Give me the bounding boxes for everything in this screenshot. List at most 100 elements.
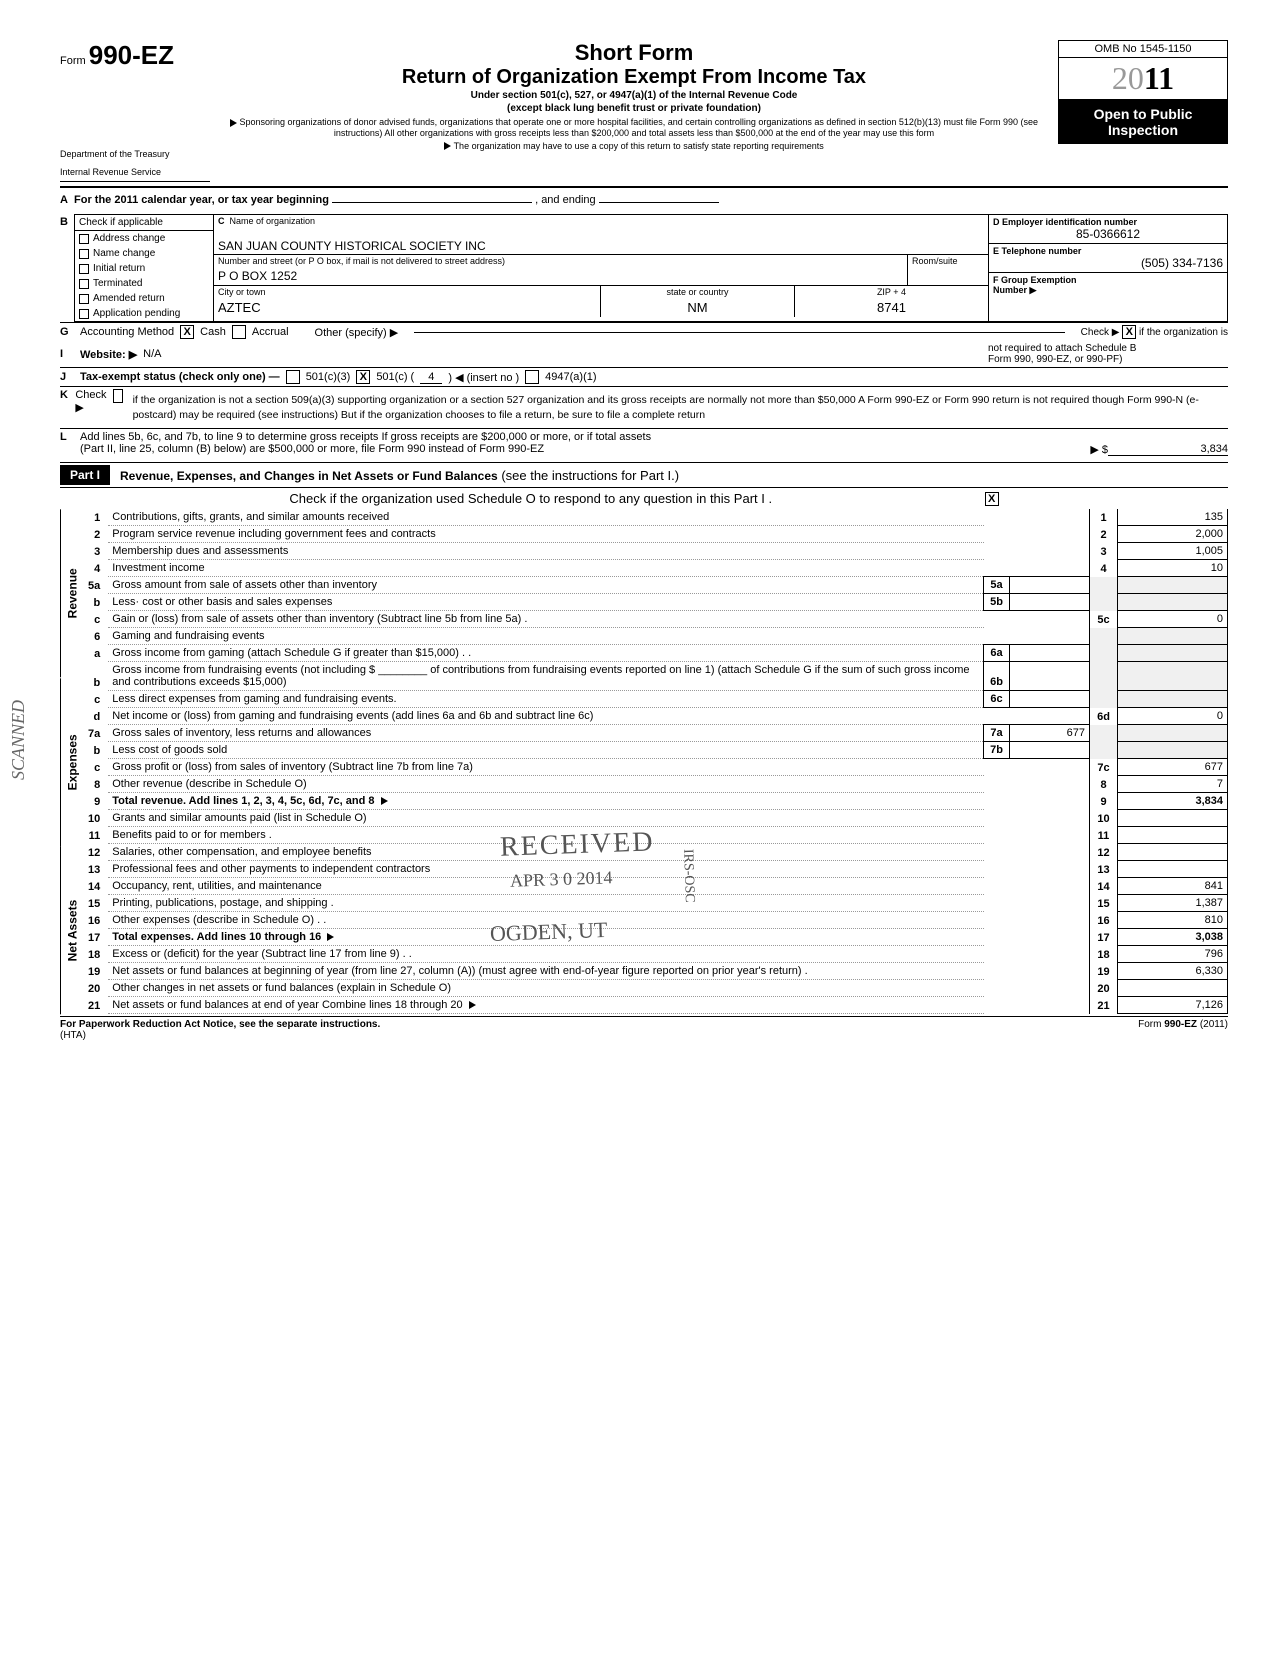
h-text2: if the organization is bbox=[1139, 327, 1228, 338]
table-row: 2Program service revenue including gover… bbox=[84, 526, 1228, 543]
title-line1: Under section 501(c), 527, or 4947(a)(1)… bbox=[220, 89, 1048, 102]
chk-501c3[interactable] bbox=[286, 370, 300, 384]
table-row: 8Other revenue (describe in Schedule O)8… bbox=[84, 776, 1228, 793]
table-row: 4Investment income410 bbox=[84, 560, 1228, 577]
col-d: D Employer identification number 85-0366… bbox=[988, 214, 1228, 322]
table-row: dNet income or (loss) from gaming and fu… bbox=[84, 708, 1228, 725]
chk-initial-return[interactable]: Initial return bbox=[75, 261, 213, 276]
opt-501c3: 501(c)(3) bbox=[306, 371, 351, 383]
chk-schedule-o[interactable]: X bbox=[985, 492, 999, 506]
room-label: Room/suite bbox=[908, 255, 988, 267]
year-value: 11 bbox=[1144, 60, 1174, 96]
ein-label: D Employer identification number bbox=[993, 217, 1223, 227]
table-row: 1Contributions, gifts, grants, and simil… bbox=[84, 509, 1228, 526]
chk-app-pending[interactable]: Application pending bbox=[75, 306, 213, 321]
part-1-label: Part I bbox=[60, 465, 110, 485]
arrow-icon bbox=[230, 119, 237, 127]
section-bcd: B Check if applicable Address change Nam… bbox=[60, 214, 1228, 322]
other-label: Other (specify) ▶ bbox=[315, 326, 399, 339]
line-i: I Website: ▶ N/A not required to attach … bbox=[60, 341, 1228, 367]
title-main: Short Form bbox=[220, 40, 1048, 66]
col-b-checkboxes: Check if applicable Address change Name … bbox=[74, 214, 214, 322]
line-l: L Add lines 5b, 6c, and 7b, to line 9 to… bbox=[60, 428, 1228, 458]
part-1-header: Part I Revenue, Expenses, and Changes in… bbox=[60, 462, 1228, 488]
accrual-label: Accrual bbox=[252, 326, 289, 338]
chk-501c[interactable]: X bbox=[356, 370, 370, 384]
chk-amended[interactable]: Amended return bbox=[75, 291, 213, 306]
h-text4: Form 990, 990-EZ, or 990-PF) bbox=[988, 354, 1123, 365]
data-rows: 1Contributions, gifts, grants, and simil… bbox=[84, 509, 1228, 1014]
title-sub: Return of Organization Exempt From Incom… bbox=[220, 66, 1048, 89]
chk-cash[interactable]: X bbox=[180, 325, 194, 339]
table-row: 15Printing, publications, postage, and s… bbox=[84, 895, 1228, 912]
table-row: bGross income from fundraising events (n… bbox=[84, 662, 1228, 691]
footer-hta: (HTA) bbox=[60, 1030, 86, 1041]
part-1-suffix: (see the instructions for Part I.) bbox=[501, 468, 679, 483]
title-line2: (except black lung benefit trust or priv… bbox=[220, 102, 1048, 115]
table-row: 13Professional fees and other payments t… bbox=[84, 861, 1228, 878]
opt-501c-num: 4 bbox=[420, 371, 442, 384]
website-value: N/A bbox=[143, 348, 161, 360]
form-number-block: Form 990-EZ Department of the Treasury I… bbox=[60, 40, 210, 182]
title-block: Short Form Return of Organization Exempt… bbox=[220, 40, 1048, 151]
copy-text: The organization may have to use a copy … bbox=[454, 141, 824, 151]
l-arrow: ▶ $ bbox=[1090, 443, 1108, 456]
table-row: 11Benefits paid to or for members .11 bbox=[84, 827, 1228, 844]
state-value: NM bbox=[601, 298, 794, 317]
city-value: AZTEC bbox=[214, 298, 600, 317]
opt-501c: 501(c) ( bbox=[376, 371, 414, 383]
zip-label: ZIP + 4 bbox=[795, 286, 988, 298]
form-prefix: Form bbox=[60, 55, 86, 67]
cash-label: Cash bbox=[200, 326, 226, 338]
tax-year: 2011 bbox=[1058, 58, 1228, 100]
state-label: state or country bbox=[601, 286, 794, 298]
form-footer: For Paperwork Reduction Act Notice, see … bbox=[60, 1016, 1228, 1041]
table-row: 9Total revenue. Add lines 1, 2, 3, 4, 5c… bbox=[84, 793, 1228, 810]
line-k: K Check ▶ if the organization is not a s… bbox=[60, 386, 1228, 428]
chk-schedule-b[interactable]: X bbox=[1122, 325, 1136, 339]
group-exemption-label: F Group Exemption bbox=[993, 275, 1223, 285]
opt-4947: 4947(a)(1) bbox=[545, 371, 596, 383]
table-row: 16Other expenses (describe in Schedule O… bbox=[84, 912, 1228, 929]
right-column: OMB No 1545-1150 2011 Open to Public Ins… bbox=[1058, 40, 1228, 144]
chk-4947[interactable] bbox=[525, 370, 539, 384]
footer-right: Form 990-EZ (2011) bbox=[1138, 1019, 1228, 1041]
k-check-label: Check ▶ bbox=[75, 389, 106, 414]
open-line1: Open to Public bbox=[1062, 106, 1224, 122]
chk-k[interactable] bbox=[113, 389, 123, 403]
table-row: 20Other changes in net assets or fund ba… bbox=[84, 980, 1228, 997]
form-header: Form 990-EZ Department of the Treasury I… bbox=[60, 40, 1228, 182]
chk-terminated[interactable]: Terminated bbox=[75, 276, 213, 291]
side-expenses: Expenses bbox=[60, 678, 84, 846]
table-row: 6Gaming and fundraising events bbox=[84, 628, 1228, 645]
letter-a: A bbox=[60, 194, 74, 206]
table-row: 7aGross sales of inventory, less returns… bbox=[84, 725, 1228, 742]
group-exemption-label2: Number ▶ bbox=[993, 285, 1223, 296]
dept-treasury: Department of the Treasury bbox=[60, 149, 210, 159]
chk-accrual[interactable] bbox=[232, 325, 246, 339]
part-1-title: Revenue, Expenses, and Changes in Net As… bbox=[120, 469, 498, 483]
stamp-scanned: SCANNED bbox=[8, 700, 29, 780]
letter-b: B bbox=[60, 214, 74, 322]
table-row: bLess· cost or other basis and sales exp… bbox=[84, 594, 1228, 611]
col-b-header: Check if applicable bbox=[75, 215, 213, 231]
table-row: 14Occupancy, rent, utilities, and mainte… bbox=[84, 878, 1228, 895]
table-row: 3Membership dues and assessments31,005 bbox=[84, 543, 1228, 560]
zip-value: 8741 bbox=[795, 298, 988, 317]
k-text: if the organization is not a section 509… bbox=[129, 389, 1228, 426]
h-text3: not required to attach Schedule B bbox=[988, 343, 1136, 354]
org-name-label: Name of organization bbox=[230, 216, 316, 226]
org-name: SAN JUAN COUNTY HISTORICAL SOCIETY INC bbox=[214, 227, 988, 255]
line-a-text: For the 2011 calendar year, or tax year … bbox=[74, 194, 329, 206]
part-1-table: Revenue Expenses Net Assets 1Contributio… bbox=[60, 509, 1228, 1014]
side-revenue: Revenue bbox=[60, 509, 84, 677]
table-row: 18Excess or (deficit) for the year (Subt… bbox=[84, 946, 1228, 963]
table-row: 12Salaries, other compensation, and empl… bbox=[84, 844, 1228, 861]
line-j: J Tax-exempt status (check only one) — 5… bbox=[60, 367, 1228, 386]
side-labels: Revenue Expenses Net Assets bbox=[60, 509, 84, 1014]
table-row: 21Net assets or fund balances at end of … bbox=[84, 997, 1228, 1014]
chk-address-change[interactable]: Address change bbox=[75, 231, 213, 246]
arrow-icon bbox=[444, 142, 451, 150]
addr-label: Number and street (or P O box, if mail i… bbox=[214, 255, 907, 267]
chk-name-change[interactable]: Name change bbox=[75, 246, 213, 261]
